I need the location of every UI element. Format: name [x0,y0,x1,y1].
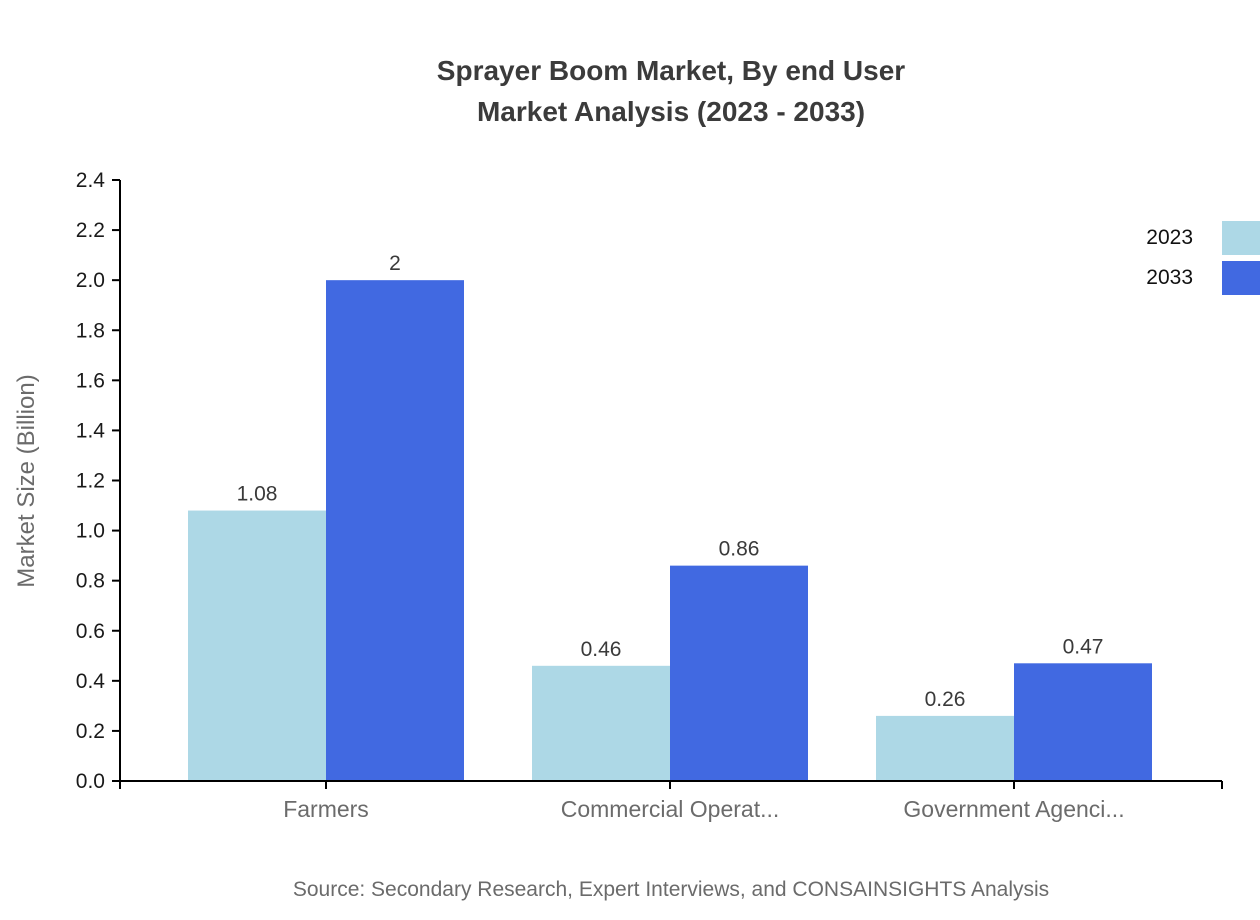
chart-title-line-1: Sprayer Boom Market, By end User [436,55,906,86]
y-tick-label: 2.4 [76,169,106,192]
bar-2033-0 [326,280,464,781]
bar-2023-2 [876,715,1014,781]
bar-value-label: 0.26 [925,688,966,711]
y-tick-label: 1.4 [76,419,106,442]
bar-value-label: 0.86 [719,538,760,561]
legend: 2023 2033 [1146,221,1260,295]
bar-2023-0 [188,510,326,781]
bar-2023-1 [532,665,670,781]
x-category-label: Commercial Operat... [561,796,780,822]
y-tick-label: 0.8 [76,570,105,593]
legend-item-2033: 2033 [1146,261,1260,295]
bar-value-label: 2 [389,252,401,275]
legend-swatch-2033 [1222,261,1260,295]
bar-2033-2 [1014,663,1152,781]
y-tick-label: 1.0 [76,520,105,543]
legend-item-2023: 2023 [1146,221,1260,255]
y-tick-label: 0.6 [76,620,105,643]
chart-title: Sprayer Boom Market, By end User Market … [120,50,1222,132]
x-category-label: Farmers [283,796,369,822]
bar-value-label: 1.08 [237,483,278,506]
y-tick-label: 0.2 [76,720,105,743]
y-tick-label: 2.2 [76,219,105,242]
x-category-label: Government Agenci... [903,796,1124,822]
legend-label-2023: 2023 [1146,226,1193,249]
y-tick-label: 1.6 [76,369,105,392]
bar-value-label: 0.47 [1063,635,1104,658]
y-tick-label: 1.2 [76,470,105,493]
y-tick-label: 0.0 [76,770,105,793]
legend-swatch-2023 [1222,221,1260,255]
bar-2033-1 [670,565,808,781]
y-tick-label: 1.8 [76,319,105,342]
y-tick-label: 2.0 [76,269,105,292]
y-axis-title: Market Size (Billion) [13,374,40,587]
chart-title-line-2: Market Analysis (2023 - 2033) [476,96,866,127]
legend-label-2033: 2033 [1146,266,1193,289]
bar-value-label: 0.46 [581,638,622,661]
y-tick-label: 0.4 [76,670,106,693]
source-attribution: Source: Secondary Research, Expert Inter… [292,878,1050,901]
